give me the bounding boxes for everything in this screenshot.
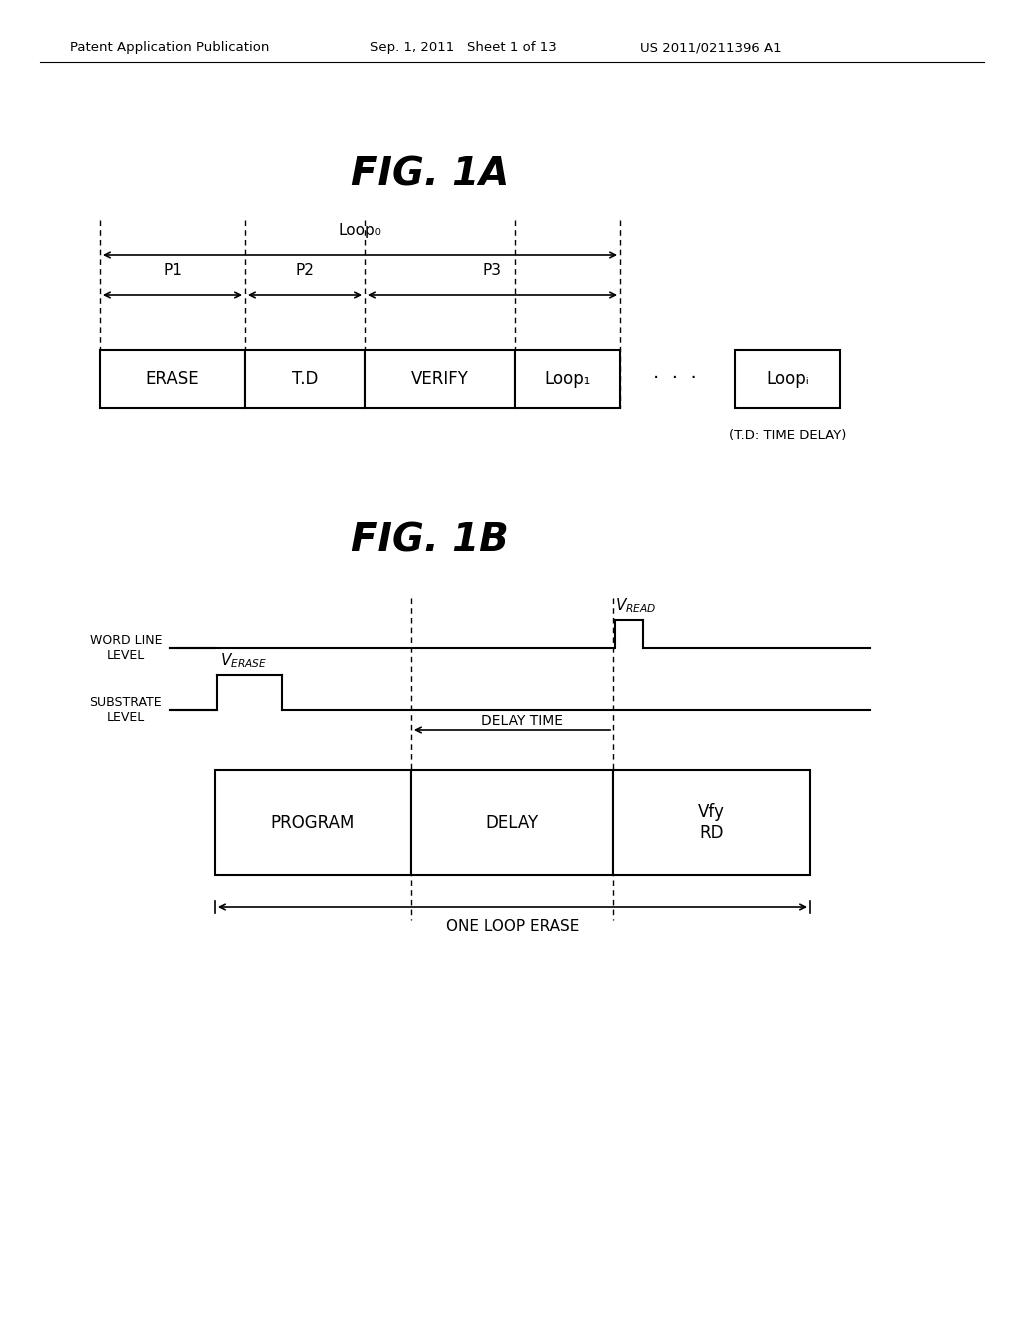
Text: P1: P1 — [163, 263, 182, 279]
Text: ONE LOOP ERASE: ONE LOOP ERASE — [445, 919, 580, 935]
Text: $V_{ERASE}$: $V_{ERASE}$ — [220, 651, 267, 671]
Bar — [215, 770, 411, 875]
Text: FIG. 1B: FIG. 1B — [351, 521, 509, 558]
Text: WORD LINE
LEVEL: WORD LINE LEVEL — [89, 634, 162, 663]
Bar — [411, 770, 613, 875]
Bar — [515, 350, 620, 408]
Bar — [100, 350, 245, 408]
Text: DELAY: DELAY — [485, 813, 539, 832]
Text: Loop₁: Loop₁ — [545, 370, 591, 388]
Text: US 2011/0211396 A1: US 2011/0211396 A1 — [640, 41, 781, 54]
Text: ·  ·  ·: · · · — [653, 370, 697, 388]
Text: P2: P2 — [296, 263, 314, 279]
Text: VERIFY: VERIFY — [411, 370, 469, 388]
Text: ERASE: ERASE — [145, 370, 200, 388]
Text: Loopᵢ: Loopᵢ — [766, 370, 809, 388]
Text: P3: P3 — [483, 263, 502, 279]
Text: FIG. 1A: FIG. 1A — [351, 156, 509, 194]
Text: (T.D: TIME DELAY): (T.D: TIME DELAY) — [729, 429, 846, 442]
Bar — [245, 350, 365, 408]
Text: PROGRAM: PROGRAM — [270, 813, 355, 832]
Text: T.D: T.D — [292, 370, 318, 388]
Text: DELAY TIME: DELAY TIME — [481, 714, 563, 729]
Text: Loop₀: Loop₀ — [339, 223, 381, 238]
Bar — [735, 350, 840, 408]
Bar — [365, 350, 515, 408]
Bar — [613, 770, 810, 875]
Text: SUBSTRATE
LEVEL: SUBSTRATE LEVEL — [89, 696, 162, 723]
Text: Sep. 1, 2011   Sheet 1 of 13: Sep. 1, 2011 Sheet 1 of 13 — [370, 41, 557, 54]
Text: Vfy
RD: Vfy RD — [698, 803, 725, 842]
Text: Patent Application Publication: Patent Application Publication — [70, 41, 269, 54]
Text: $V_{READ}$: $V_{READ}$ — [615, 597, 656, 615]
